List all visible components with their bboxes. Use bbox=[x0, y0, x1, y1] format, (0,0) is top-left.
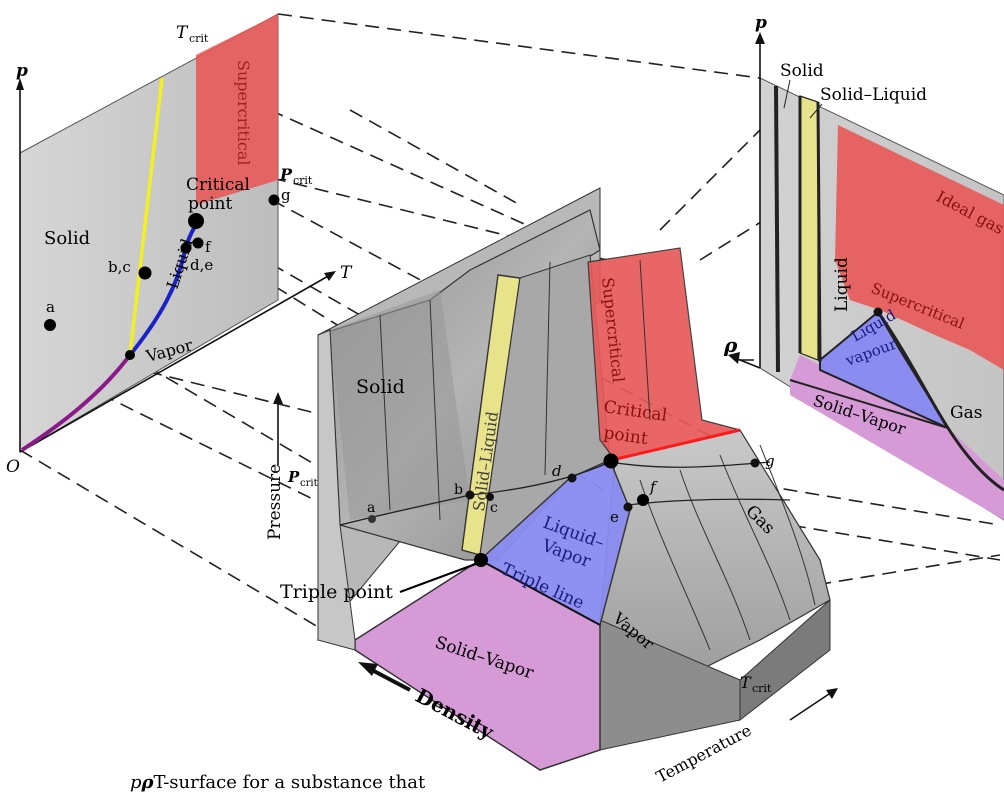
density-arrow-icon bbox=[358, 662, 378, 676]
right-axis-rho-label: ρ bbox=[723, 333, 738, 357]
caption-rest: T-surface for a substance that bbox=[154, 772, 426, 792]
surface-point-c bbox=[486, 493, 494, 501]
density-axis-arrow bbox=[371, 668, 411, 692]
left-point-g-label: g bbox=[281, 186, 291, 204]
left-point-bc bbox=[138, 266, 152, 280]
center-point-d-label: d bbox=[552, 462, 562, 480]
right-solid-liquid-strip bbox=[799, 95, 819, 361]
pressure-arrow-icon bbox=[273, 392, 283, 404]
center-point-a-label: a bbox=[367, 500, 375, 516]
surface-point-d bbox=[567, 473, 577, 483]
left-critical-label-1: Critical bbox=[186, 175, 250, 195]
right-gas-label: Gas bbox=[950, 403, 982, 423]
left-supercritical-label: Supercritical bbox=[234, 60, 253, 166]
temperature-axis-arrow bbox=[789, 691, 833, 721]
surface-point-b bbox=[465, 490, 475, 500]
left-point-a bbox=[44, 319, 56, 331]
fusion-curve bbox=[128, 77, 164, 356]
left-panel: p T O T crit P crit Solid Vapor Liquid S… bbox=[6, 13, 353, 477]
center-tcrit-sub: crit bbox=[752, 682, 772, 695]
left-origin-label: O bbox=[6, 457, 20, 477]
right-p-axis-arrow-icon bbox=[755, 32, 765, 44]
surface-point-g bbox=[750, 458, 760, 468]
center-point-c-label: c bbox=[490, 500, 498, 516]
left-point-a-label: a bbox=[46, 298, 55, 316]
center-triple-point-label: Triple point bbox=[280, 581, 393, 603]
center-pcrit-sub: crit bbox=[300, 478, 318, 489]
center-point-g-label: g bbox=[765, 452, 775, 470]
left-supercritical-region bbox=[196, 14, 278, 205]
temperature-arrow-icon bbox=[826, 688, 838, 699]
right-liquid-label: Liquid bbox=[832, 257, 852, 312]
left-critical-point bbox=[188, 213, 204, 229]
left-point-de-label: d,e bbox=[190, 256, 213, 274]
left-solid-label: Solid bbox=[44, 228, 90, 249]
center-point-f-label: f bbox=[649, 478, 658, 496]
surface-point-e bbox=[623, 502, 633, 512]
right-rho-axis-arrow-icon bbox=[728, 352, 740, 364]
center-point-e-label: e bbox=[610, 508, 619, 526]
center-pcrit-label: P bbox=[287, 468, 300, 486]
left-pcrit-label: P bbox=[279, 165, 293, 184]
center-point-b-label: b bbox=[454, 482, 463, 498]
right-solid-liquid-label: Solid–Liquid bbox=[820, 85, 927, 105]
center-solid-label: Solid bbox=[356, 376, 405, 398]
left-critical-label-2: point bbox=[188, 194, 233, 214]
left-point-bc-label: b,c bbox=[108, 258, 131, 276]
t-axis-arrow-icon bbox=[324, 271, 336, 281]
surface-triple-point bbox=[474, 553, 488, 567]
pressure-axis-label: Pressure bbox=[265, 464, 285, 540]
surface-point-f bbox=[637, 494, 649, 506]
svg-text:pρT-surface for a substance th: pρT-surface for a substance that bbox=[130, 772, 426, 792]
left-axis-p-label: p bbox=[16, 61, 28, 81]
caption-p: p bbox=[130, 772, 142, 792]
left-tcrit-sub: crit bbox=[189, 32, 209, 45]
left-point-f bbox=[192, 237, 204, 249]
center-tcrit-label: T bbox=[740, 673, 752, 692]
p-axis-arrow-icon bbox=[16, 78, 24, 90]
surface-critical-point bbox=[603, 453, 619, 469]
left-pcrit-sub: crit bbox=[293, 174, 313, 187]
right-axis-p-label: p bbox=[755, 13, 767, 33]
sublimation-curve bbox=[20, 353, 132, 452]
caption-rho: ρ bbox=[141, 772, 155, 792]
right-solid-label: Solid bbox=[780, 61, 824, 81]
right-critical-point bbox=[873, 307, 883, 317]
right-panel: p ρ Solid Solid–Liquid Liquid Ideal gas … bbox=[723, 13, 1004, 521]
left-point-g bbox=[268, 194, 280, 206]
left-triple-point bbox=[125, 350, 135, 360]
left-tcrit-label: T bbox=[176, 23, 189, 43]
surface-point-a bbox=[368, 515, 376, 523]
left-axis-t-label: T bbox=[340, 263, 353, 283]
caption: pρT-surface for a substance that bbox=[130, 772, 426, 793]
left-point-f-label: f bbox=[205, 238, 212, 256]
left-point-de bbox=[180, 242, 192, 254]
